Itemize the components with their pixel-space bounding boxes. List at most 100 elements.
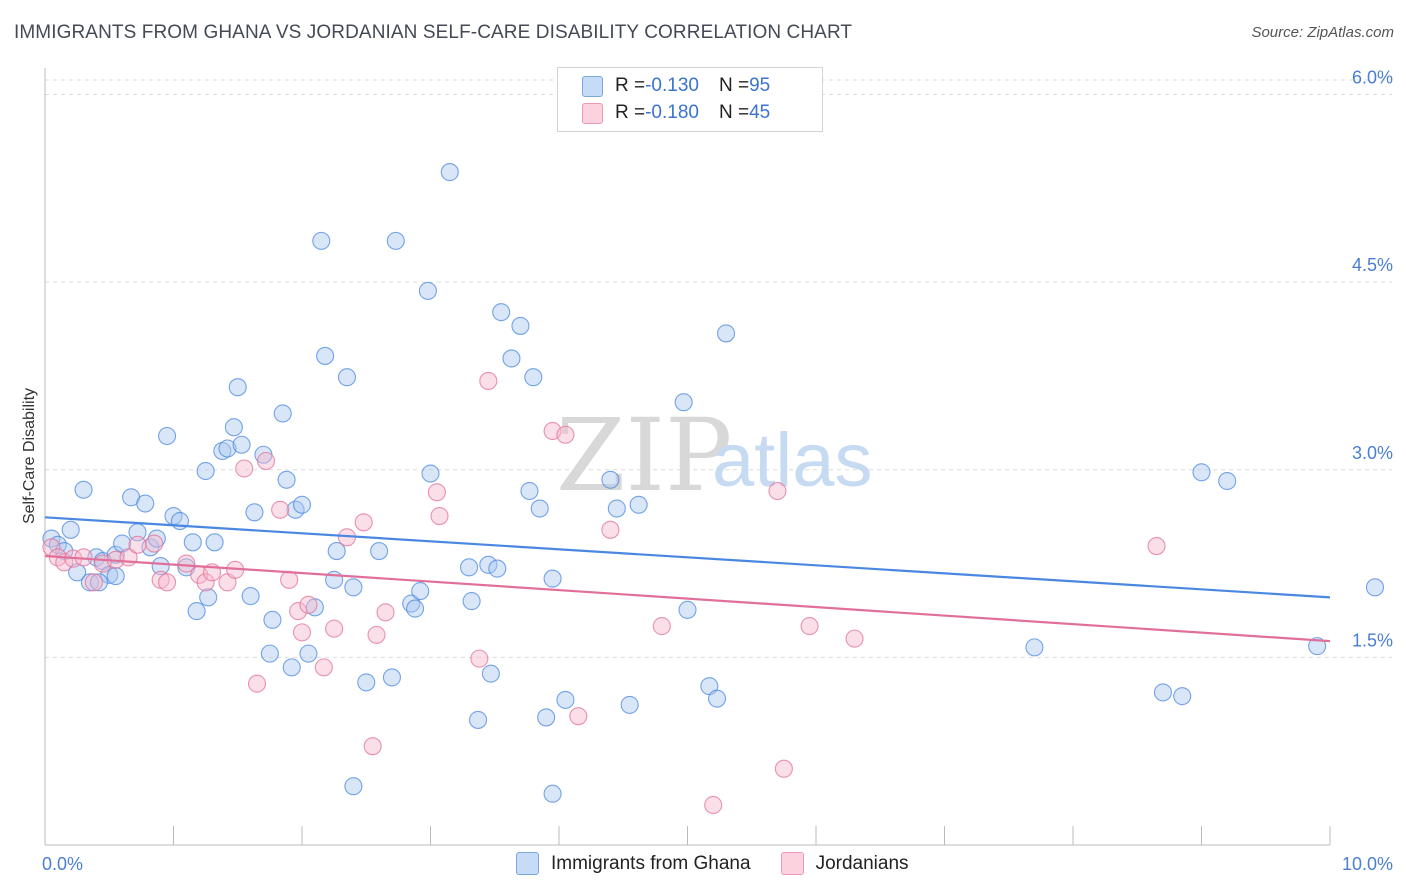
data-point bbox=[800, 617, 819, 636]
data-point bbox=[256, 451, 276, 471]
data-point bbox=[845, 629, 864, 648]
data-point bbox=[376, 603, 395, 622]
trend-line-jordanians bbox=[44, 554, 1331, 643]
data-point bbox=[502, 349, 521, 368]
data-point bbox=[479, 371, 498, 391]
data-point bbox=[462, 592, 481, 611]
data-point bbox=[430, 506, 449, 526]
watermark-zip: ZIP bbox=[556, 397, 732, 514]
series-jordanians-points bbox=[42, 371, 1166, 815]
legend-r-label: R = bbox=[615, 75, 646, 96]
data-point bbox=[158, 573, 177, 592]
data-point bbox=[196, 461, 215, 481]
data-point bbox=[607, 499, 626, 518]
stats-legend: R = -0.130 N = 95 R = -0.180 N = 45 bbox=[557, 67, 823, 132]
data-point bbox=[106, 567, 125, 586]
data-point bbox=[511, 316, 530, 335]
data-point bbox=[280, 570, 299, 589]
data-point bbox=[61, 520, 80, 539]
data-point bbox=[136, 494, 155, 513]
data-point bbox=[537, 708, 556, 727]
data-point bbox=[314, 658, 333, 677]
data-points bbox=[42, 163, 1385, 815]
data-point bbox=[479, 555, 498, 574]
data-point bbox=[205, 533, 224, 552]
data-point bbox=[716, 324, 736, 343]
data-point bbox=[704, 795, 723, 815]
data-point bbox=[427, 483, 446, 502]
data-point bbox=[263, 610, 282, 629]
data-point bbox=[652, 617, 671, 636]
legend-r-value: -0.180 bbox=[645, 102, 699, 123]
data-point bbox=[357, 673, 376, 692]
data-point bbox=[370, 542, 389, 561]
data-point bbox=[289, 602, 308, 621]
data-point bbox=[282, 658, 301, 677]
data-point bbox=[386, 231, 405, 250]
data-point bbox=[601, 520, 620, 539]
data-point bbox=[228, 378, 247, 397]
data-point bbox=[524, 368, 543, 387]
legend-item-jordanians: Jordanians bbox=[780, 852, 909, 875]
legend-n-value: 45 bbox=[749, 102, 771, 123]
data-point bbox=[1147, 537, 1166, 556]
data-point bbox=[1153, 683, 1172, 702]
data-point bbox=[151, 557, 170, 576]
data-point bbox=[260, 644, 279, 663]
data-point bbox=[241, 587, 260, 606]
y-axis-label: Self-Care Disability bbox=[21, 388, 38, 524]
data-point bbox=[363, 737, 382, 756]
y-tick-label: 6.0% bbox=[1352, 68, 1393, 88]
data-point bbox=[620, 695, 639, 714]
data-point bbox=[1365, 578, 1385, 597]
data-point bbox=[292, 623, 312, 642]
data-point bbox=[199, 588, 218, 607]
data-point bbox=[708, 689, 727, 708]
data-point bbox=[299, 595, 318, 614]
legend-label-ghana: Immigrants from Ghana bbox=[551, 852, 751, 874]
data-point bbox=[344, 578, 363, 597]
axis-labels: 1.5% 3.0% 4.5% 6.0% 0.0% 10.0% Self-Care Disab… bbox=[21, 68, 1393, 874]
data-point bbox=[354, 513, 373, 532]
data-point bbox=[147, 529, 166, 548]
data-point bbox=[1218, 471, 1237, 491]
data-point bbox=[1192, 463, 1211, 482]
data-point bbox=[543, 784, 562, 803]
data-point bbox=[183, 533, 202, 552]
data-point bbox=[367, 625, 386, 644]
chart-title: IMMIGRANTS FROM GHANA VS JORDANIAN SELF-… bbox=[14, 22, 853, 43]
data-point bbox=[158, 426, 177, 446]
data-point bbox=[89, 573, 109, 592]
x-tick-label: 0.0% bbox=[42, 854, 83, 874]
data-point bbox=[273, 404, 292, 423]
data-point bbox=[768, 481, 787, 501]
y-tick-label: 3.0% bbox=[1352, 443, 1393, 463]
data-point bbox=[774, 759, 793, 778]
watermark: ZIP atlas bbox=[556, 397, 873, 514]
data-point bbox=[382, 668, 402, 687]
data-point bbox=[488, 559, 507, 578]
data-point bbox=[459, 558, 479, 577]
data-point bbox=[601, 470, 620, 489]
data-point bbox=[421, 464, 440, 483]
data-point bbox=[569, 707, 588, 726]
legend-swatch-jordanians bbox=[780, 852, 804, 875]
data-point bbox=[196, 573, 215, 592]
x-tick-label: 10.0% bbox=[1342, 854, 1393, 874]
legend-r-label: R = bbox=[615, 102, 646, 123]
data-point bbox=[1173, 687, 1192, 706]
legend-swatch-jordanians bbox=[582, 102, 603, 124]
data-point bbox=[187, 602, 206, 621]
data-point bbox=[232, 435, 251, 454]
legend-r-value: -0.130 bbox=[645, 75, 699, 96]
legend-row-ghana: R = -0.130 N = 95 bbox=[582, 73, 770, 99]
data-point bbox=[440, 163, 459, 182]
data-point bbox=[247, 674, 267, 693]
data-point bbox=[520, 481, 539, 501]
series-ghana-points bbox=[42, 163, 1385, 803]
grid-lines bbox=[45, 79, 1392, 658]
data-point bbox=[337, 368, 357, 387]
data-point bbox=[629, 495, 648, 514]
data-point bbox=[128, 535, 147, 554]
